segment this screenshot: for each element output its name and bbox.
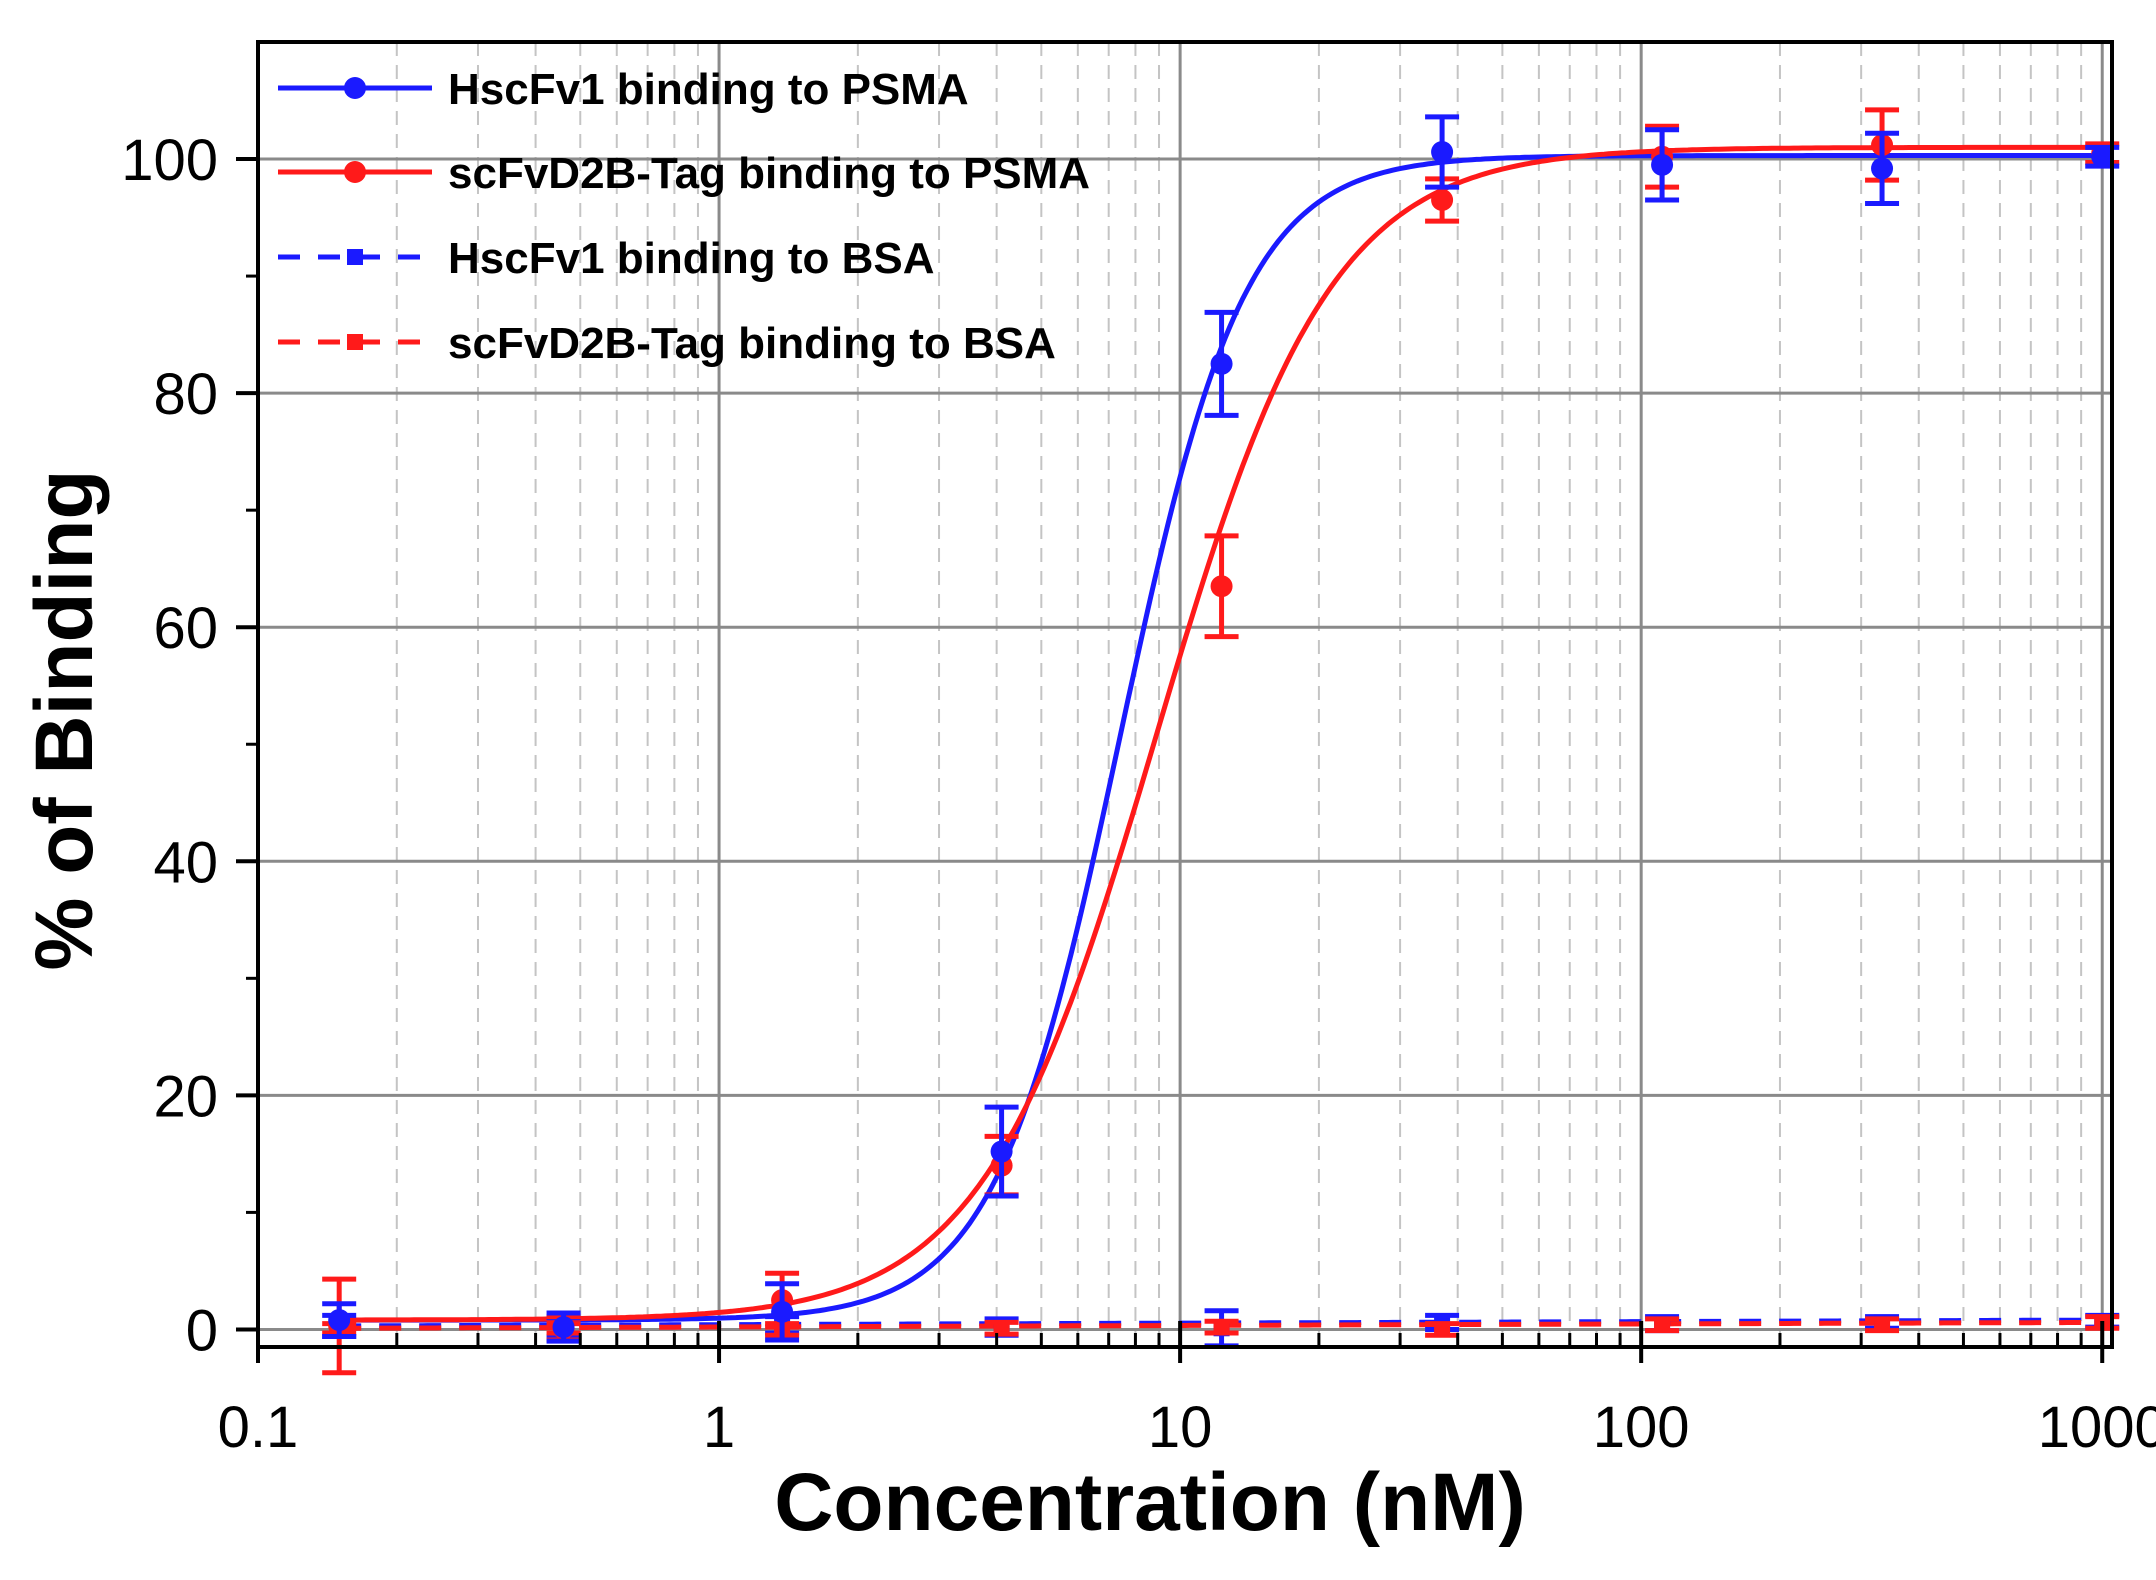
data-point-series-1 bbox=[984, 1104, 1019, 1199]
marker-circle bbox=[1431, 141, 1454, 164]
legend-label-series-1: HscFv1 binding to PSMA bbox=[448, 65, 969, 114]
marker-circle bbox=[1871, 157, 1894, 180]
data-points bbox=[322, 107, 2120, 1376]
legend-label-series-3: HscFv1 binding to BSA bbox=[448, 234, 934, 283]
data-point-series-2 bbox=[1204, 533, 1239, 640]
x-tick-label: 1 bbox=[703, 1395, 735, 1460]
y-tick-label: 80 bbox=[153, 362, 218, 427]
y-tick-label: 100 bbox=[121, 128, 218, 193]
marker-circle bbox=[2091, 145, 2114, 168]
marker-square bbox=[1874, 1316, 1891, 1333]
marker-circle bbox=[1651, 153, 1674, 176]
x-tick-label: 1000 bbox=[2038, 1395, 2156, 1460]
legend: HscFv1 binding to PSMA scFvD2B-Tag bindin… bbox=[278, 65, 1090, 368]
y-tick-label: 20 bbox=[153, 1064, 218, 1129]
marker-circle bbox=[771, 1300, 794, 1323]
data-point-series-4 bbox=[1865, 1316, 1900, 1334]
marker-circle bbox=[552, 1316, 575, 1339]
tick-labels: 0.1 1 10 100 1000 0 20 40 60 80 100 bbox=[121, 128, 2156, 1460]
plot-frame bbox=[256, 40, 2114, 1349]
data-point-series-4 bbox=[1425, 1321, 1460, 1338]
y-tick-label: 40 bbox=[153, 830, 218, 895]
grid-lines bbox=[258, 42, 2112, 1347]
marker-square bbox=[993, 1320, 1010, 1337]
y-axis-title: % of Binding bbox=[19, 469, 110, 970]
marker-circle bbox=[990, 1140, 1013, 1163]
marker-circle bbox=[1210, 575, 1233, 598]
data-point-series-1 bbox=[322, 1301, 357, 1339]
data-point-series-4 bbox=[1645, 1316, 1680, 1334]
legend-marker-series-3 bbox=[347, 249, 363, 265]
y-tick-label: 0 bbox=[186, 1298, 218, 1363]
data-point-series-4 bbox=[1204, 1318, 1239, 1336]
y-tick-label: 60 bbox=[153, 596, 218, 661]
legend-label-series-4: scFvD2B-Tag binding to BSA bbox=[448, 319, 1056, 368]
marker-square bbox=[1434, 1321, 1451, 1338]
legend-label-series-2: scFvD2B-Tag binding to PSMA bbox=[448, 149, 1090, 198]
x-axis-title: Concentration (nM) bbox=[774, 1457, 1526, 1548]
legend-marker-series-4 bbox=[347, 334, 363, 350]
data-point-series-1 bbox=[1865, 130, 1900, 207]
x-tick-label: 10 bbox=[1148, 1395, 1213, 1460]
axis-ticks bbox=[236, 157, 2105, 1363]
marker-square bbox=[1654, 1316, 1671, 1333]
data-point-series-1 bbox=[765, 1281, 800, 1343]
marker-square bbox=[1213, 1319, 1230, 1336]
data-point-series-1 bbox=[546, 1310, 581, 1344]
legend-marker-series-2 bbox=[344, 161, 366, 183]
marker-circle bbox=[1210, 352, 1233, 375]
data-point-series-4 bbox=[984, 1319, 1019, 1337]
legend-marker-series-1 bbox=[344, 77, 366, 99]
x-tick-label: 0.1 bbox=[218, 1395, 299, 1460]
marker-circle bbox=[1431, 189, 1454, 212]
data-point-series-1 bbox=[1645, 127, 1680, 203]
fit-curve-series-2 bbox=[339, 144, 2103, 1323]
x-tick-label: 100 bbox=[1593, 1395, 1690, 1460]
data-point-series-1 bbox=[1204, 309, 1239, 418]
data-point-series-1 bbox=[1425, 114, 1460, 190]
marker-circle bbox=[328, 1309, 351, 1332]
